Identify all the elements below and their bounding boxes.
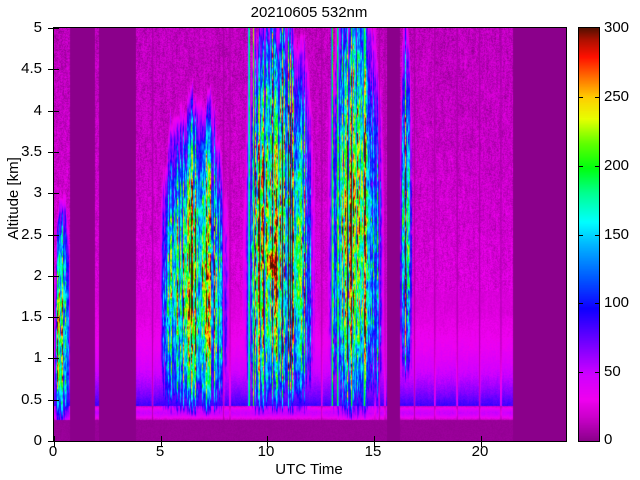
y-tick-label: 4.5: [21, 60, 42, 77]
colorbar-tick-mark: [595, 97, 599, 98]
y-tick-mark-inner: [54, 317, 59, 318]
y-tick-mark: [48, 400, 54, 401]
x-axis-title: UTC Time: [275, 461, 343, 478]
y-tick-mark-inner: [54, 152, 59, 153]
y-tick-label: 4: [33, 102, 42, 119]
x-tick-label: 5: [155, 443, 165, 460]
colorbar-tick-label: 200: [604, 157, 630, 174]
x-tick-mark: [481, 441, 482, 447]
y-tick-mark: [48, 358, 54, 359]
colorbar-tick-mark: [595, 303, 599, 304]
x-tick-mark: [374, 441, 375, 447]
x-tick-mark: [161, 441, 162, 447]
y-tick-mark: [48, 441, 54, 442]
y-tick-mark-inner: [54, 69, 59, 70]
y-tick-mark: [48, 317, 54, 318]
colorbar: [578, 27, 600, 442]
colorbar-tick-mark: [595, 372, 599, 373]
x-tick-label: 0: [48, 443, 58, 460]
colorbar-tick-mark: [579, 372, 583, 373]
colorbar-tick-mark: [595, 166, 599, 167]
colorbar-tick-mark: [579, 166, 583, 167]
y-tick-mark-inner: [54, 358, 59, 359]
y-axis-title: Altitude [km]: [4, 157, 22, 240]
y-tick-label: 1.5: [21, 308, 42, 325]
y-tick-mark-inner: [54, 400, 59, 401]
colorbar-tick-mark: [579, 235, 583, 236]
colorbar-tick-label: 300: [604, 19, 630, 36]
y-tick-mark: [48, 111, 54, 112]
x-tick-label: 15: [364, 443, 382, 460]
colorbar-gradient: [579, 28, 599, 441]
y-tick-label: 0: [33, 432, 42, 449]
y-tick-mark: [48, 235, 54, 236]
x-tick-mark-inner: [54, 436, 55, 441]
y-tick-mark-inner: [54, 111, 59, 112]
colorbar-tick-label: 0: [604, 431, 613, 448]
colorbar-tick-label: 100: [604, 294, 630, 311]
colorbar-tick-label: 150: [604, 226, 630, 243]
heatmap-axes: [48, 27, 567, 447]
x-tick-label: 20: [471, 443, 489, 460]
colorbar-tick-mark: [579, 303, 583, 304]
y-tick-label: 5: [33, 19, 42, 36]
y-tick-label: 0.5: [21, 391, 42, 408]
x-tick-mark-inner: [374, 436, 375, 441]
y-tick-mark-inner: [54, 276, 59, 277]
x-tick-mark: [54, 441, 55, 447]
x-tick-mark-inner: [161, 436, 162, 441]
y-tick-label: 1: [33, 349, 42, 366]
y-tick-mark: [48, 28, 54, 29]
colorbar-tick-label: 250: [604, 88, 630, 105]
y-tick-mark: [48, 276, 54, 277]
colorbar-tick-mark: [579, 97, 583, 98]
x-tick-mark-inner: [481, 436, 482, 441]
page-title: 20210605 532nm: [250, 4, 368, 21]
y-tick-mark-inner: [54, 193, 59, 194]
y-tick-mark-inner: [54, 28, 59, 29]
x-tick-mark: [267, 441, 268, 447]
x-tick-mark-inner: [267, 436, 268, 441]
x-tick-label: 10: [257, 443, 275, 460]
y-tick-mark: [48, 69, 54, 70]
heatmap-image: [54, 28, 566, 441]
y-tick-mark-inner: [54, 235, 59, 236]
y-tick-mark: [48, 193, 54, 194]
colorbar-tick-label: 50: [604, 363, 621, 380]
y-tick-mark-inner: [54, 441, 59, 442]
colorbar-tick-mark: [595, 235, 599, 236]
y-tick-label: 2: [33, 267, 42, 284]
y-tick-mark: [48, 152, 54, 153]
